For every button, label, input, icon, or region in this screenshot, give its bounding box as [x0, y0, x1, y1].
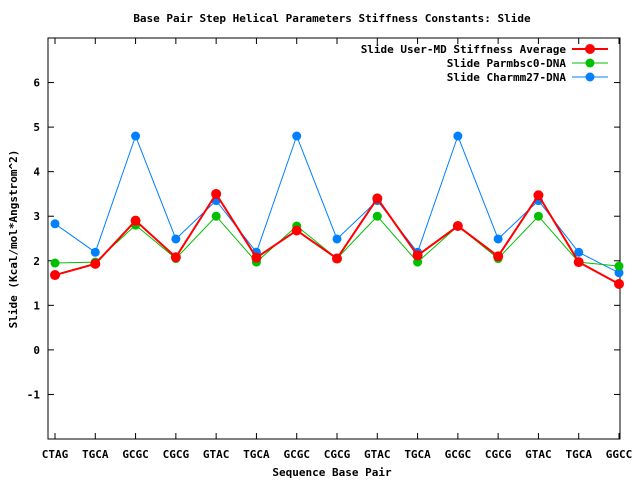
data-point [90, 247, 100, 257]
legend-swatch-marker [585, 44, 595, 54]
legend-label: Slide User-MD Stiffness Average [361, 43, 567, 56]
data-point [493, 234, 503, 244]
x-tick-label: TGCA [404, 448, 431, 461]
x-tick-label: CGCG [485, 448, 512, 461]
y-tick-label: 5 [33, 121, 40, 134]
data-point [211, 211, 221, 221]
data-point [372, 211, 382, 221]
data-point [131, 131, 141, 141]
chart-title: Base Pair Step Helical Parameters Stiffn… [133, 12, 531, 25]
legend-swatch-marker [585, 72, 595, 82]
data-point [130, 215, 141, 226]
data-point [372, 193, 383, 204]
x-axis-label: Sequence Base Pair [272, 466, 392, 479]
y-tick-label: -1 [27, 388, 41, 401]
x-tick-label: TGCA [82, 448, 109, 461]
x-tick-label: TGCA [565, 448, 592, 461]
data-point [452, 221, 463, 232]
data-point [332, 253, 342, 264]
x-tick-label: GGCC [606, 448, 633, 461]
series-line [54, 134, 620, 274]
x-axis: CTAG TGCA GCGC CGCG GTAC TGCA GCGC CGCG GTAC TGCA… [42, 38, 633, 461]
x-tick-label: GCGC [122, 448, 149, 461]
legend-item: Slide Parmbsc0-DNA [447, 57, 608, 70]
y-tick-label: 0 [33, 344, 40, 357]
data-point [90, 258, 101, 269]
data-point [171, 234, 181, 244]
data-point [332, 234, 342, 244]
y-axis: -1 0 1 2 3 4 5 6 [27, 77, 620, 401]
data-point [170, 252, 181, 263]
data-point [412, 250, 423, 261]
data-point [533, 190, 544, 201]
y-tick-label: 3 [33, 210, 40, 223]
x-tick-label: GCGC [283, 448, 310, 461]
data-point [614, 278, 624, 289]
x-tick-label: GCGC [445, 448, 472, 461]
data-point [533, 211, 543, 221]
legend-swatch-marker [585, 58, 595, 68]
legend-label: Slide Charmm27-DNA [447, 71, 567, 84]
plot-area [47, 37, 621, 440]
legend-item: Slide Charmm27-DNA [447, 71, 608, 84]
data-point [291, 225, 302, 236]
data-point [50, 258, 60, 268]
x-tick-label: CGCG [324, 448, 351, 461]
y-axis-label: Slide (Kcal/mol*Angstrom^2) [7, 150, 20, 329]
x-tick-label: GTAC [203, 448, 230, 461]
x-tick-label: TGCA [243, 448, 270, 461]
data-point [614, 268, 624, 278]
x-tick-label: CGCG [163, 448, 190, 461]
x-tick-label: GTAC [525, 448, 552, 461]
y-tick-label: 4 [33, 166, 40, 179]
series-1 [50, 188, 624, 289]
data-point [251, 252, 262, 263]
data-point [574, 247, 584, 257]
data-point [493, 251, 504, 262]
data-point [50, 219, 60, 229]
data-point [453, 131, 463, 141]
data-point [614, 261, 624, 271]
series-3 [50, 131, 624, 278]
y-tick-label: 6 [33, 77, 40, 90]
series-layer [50, 131, 624, 289]
legend-label: Slide Parmbsc0-DNA [447, 57, 567, 70]
data-point [211, 188, 222, 199]
data-point [50, 270, 60, 281]
data-point [573, 257, 584, 268]
y-tick-label: 1 [33, 299, 40, 312]
y-tick-label: 2 [33, 255, 40, 268]
x-tick-label: CTAG [42, 448, 69, 461]
data-point [292, 131, 302, 141]
x-tick-label: GTAC [364, 448, 391, 461]
legend-item: Slide User-MD Stiffness Average [361, 43, 608, 56]
